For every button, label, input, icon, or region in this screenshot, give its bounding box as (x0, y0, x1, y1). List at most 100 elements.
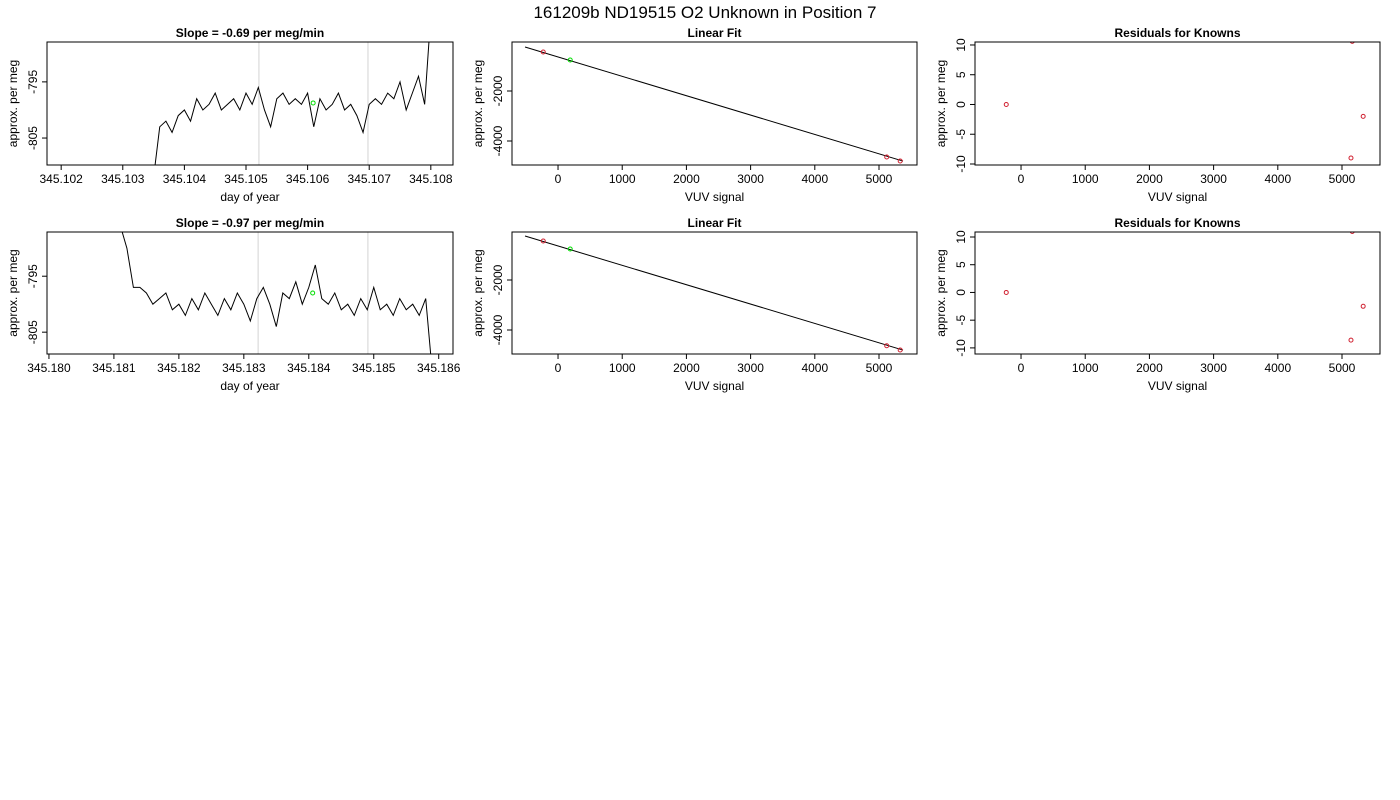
x-tick-label: 3000 (737, 172, 764, 186)
x-axis-label: VUV signal (685, 379, 744, 393)
x-tick-label: 345.183 (222, 361, 266, 375)
panel: Linear Fit VUV signal approx. per meg 0 1000… (471, 216, 918, 393)
y-tick-label: 0 (954, 289, 968, 296)
y-tick-label: -2000 (491, 264, 505, 295)
panel-title: Slope = -0.97 per meg/min (176, 216, 324, 230)
x-tick-label: 2000 (1136, 172, 1163, 186)
data-point (1003, 101, 1009, 107)
y-tick-label: -10 (954, 155, 968, 173)
plot-area (1003, 232, 1366, 343)
data-line (121, 232, 432, 354)
plot-frame (511, 41, 918, 166)
data-point (884, 343, 890, 349)
y-tick-label: -795 (26, 264, 40, 288)
x-tick-label: 3000 (1200, 172, 1227, 186)
plot-area (524, 235, 904, 353)
plot-frame (974, 41, 1381, 166)
data-point (1349, 42, 1355, 44)
x-tick-label: 0 (555, 361, 562, 375)
x-tick-label: 3000 (737, 361, 764, 375)
x-tick-label: 5000 (866, 172, 893, 186)
panel: Linear Fit VUV signal approx. per meg 0 1000… (471, 26, 918, 204)
data-point (1349, 232, 1355, 234)
x-tick-label: 1000 (1072, 361, 1099, 375)
data-point (897, 158, 903, 164)
y-tick-label: -4000 (491, 125, 505, 156)
y-tick-label: -805 (26, 320, 40, 344)
y-tick-label: 10 (954, 230, 968, 244)
x-tick-label: 5000 (1329, 361, 1356, 375)
panel-title: Residuals for Knowns (1114, 26, 1240, 40)
x-tick-label: 345.105 (224, 172, 268, 186)
x-tick-label: 345.104 (163, 172, 207, 186)
y-tick-label: -5 (954, 315, 968, 326)
y-tick-label: 0 (954, 101, 968, 108)
panel: Residuals for Knowns VUV signal approx. pe… (934, 26, 1381, 204)
x-tick-label: 5000 (1329, 172, 1356, 186)
x-axis-label: VUV signal (1148, 379, 1207, 393)
y-tick-label: 10 (954, 38, 968, 52)
y-tick-label: -2000 (491, 75, 505, 106)
data-line (154, 42, 430, 165)
y-tick-label: -4000 (491, 314, 505, 345)
data-point (1360, 303, 1366, 309)
x-axis-label: day of year (220, 190, 279, 204)
data-point (884, 154, 890, 160)
x-axis-label: VUV signal (1148, 190, 1207, 204)
data-point (1348, 155, 1354, 161)
x-tick-label: 4000 (801, 172, 828, 186)
data-line (524, 46, 904, 162)
plot-area (154, 42, 430, 165)
y-tick-label: 5 (954, 71, 968, 78)
x-tick-label: 2000 (673, 172, 700, 186)
y-axis-label: approx. per meg (471, 60, 485, 147)
x-tick-label: 5000 (866, 361, 893, 375)
panel-title: Slope = -0.69 per meg/min (176, 26, 324, 40)
x-tick-label: 345.102 (39, 172, 83, 186)
y-tick-label: -805 (26, 126, 40, 150)
data-point (1360, 113, 1366, 119)
data-point (310, 290, 316, 296)
plot-frame (974, 231, 1381, 355)
data-point (1003, 289, 1009, 295)
x-tick-label: 345.108 (409, 172, 453, 186)
plot-frame (46, 231, 454, 355)
data-point (310, 100, 316, 106)
plot-area (1003, 42, 1366, 161)
x-tick-label: 345.106 (286, 172, 330, 186)
figure-title: 161209b ND19515 O2 Unknown in Position 7 (533, 3, 876, 22)
panel-title: Linear Fit (687, 216, 741, 230)
x-tick-label: 0 (1018, 172, 1025, 186)
x-tick-label: 2000 (1136, 361, 1163, 375)
x-tick-label: 345.182 (157, 361, 201, 375)
plot-area (121, 232, 432, 354)
x-tick-label: 0 (1018, 361, 1025, 375)
x-tick-label: 4000 (801, 361, 828, 375)
data-point (540, 238, 546, 244)
plot-frame (511, 231, 918, 355)
x-tick-label: 345.107 (348, 172, 392, 186)
panel: Residuals for Knowns VUV signal approx. pe… (934, 216, 1381, 393)
data-point (1348, 337, 1354, 343)
plot-area (524, 46, 904, 164)
x-tick-label: 0 (555, 172, 562, 186)
x-tick-label: 3000 (1200, 361, 1227, 375)
x-tick-label: 345.186 (417, 361, 461, 375)
x-tick-label: 1000 (609, 361, 636, 375)
panel: Slope = -0.69 per meg/min day of year appr… (6, 26, 454, 204)
x-tick-label: 345.103 (101, 172, 145, 186)
x-tick-label: 4000 (1264, 172, 1291, 186)
x-tick-label: 4000 (1264, 361, 1291, 375)
plot-frame (46, 41, 454, 166)
x-axis-label: day of year (220, 379, 279, 393)
panel-title: Linear Fit (687, 26, 741, 40)
x-tick-label: 2000 (673, 361, 700, 375)
x-tick-label: 345.185 (352, 361, 396, 375)
x-tick-label: 1000 (1072, 172, 1099, 186)
y-axis-label: approx. per meg (6, 60, 20, 147)
y-tick-label: -10 (954, 339, 968, 357)
data-point (567, 246, 573, 252)
y-tick-label: 5 (954, 261, 968, 268)
y-axis-label: approx. per meg (934, 60, 948, 147)
